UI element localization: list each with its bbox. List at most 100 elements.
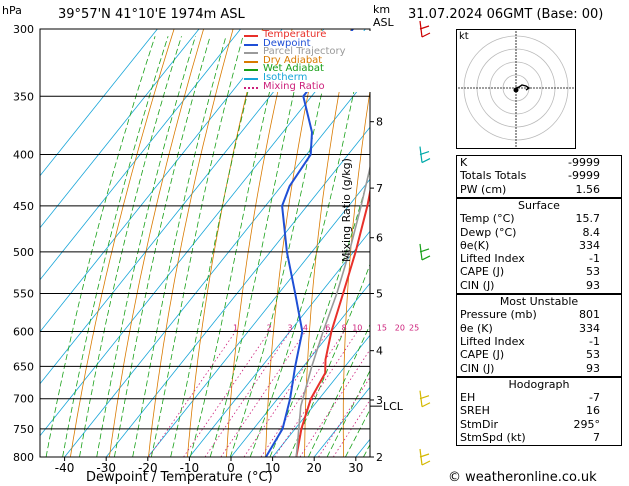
wind-barb-flag <box>419 150 430 156</box>
wet-adiabat-line <box>288 263 370 457</box>
isotherm-line <box>40 29 158 177</box>
panel-row-value: 1.56 <box>575 182 601 196</box>
panel-row-value: 8.4 <box>582 225 601 239</box>
wet-adiabat-line <box>209 36 307 457</box>
mixing-ratio-line <box>260 331 345 457</box>
panel-row-label: Lifted Index <box>460 334 525 348</box>
mixing-ratio-line <box>318 376 370 457</box>
wind-barb-flag <box>419 248 430 253</box>
panel-row-label: EH <box>460 391 476 405</box>
km-tick-label: 7 <box>376 182 383 195</box>
mixing-ratio-line <box>243 331 329 457</box>
mixing-ratio-line <box>299 348 370 457</box>
km-tick-label: 6 <box>376 232 383 245</box>
legend-item: Wet Adiabat <box>243 63 371 75</box>
wet-adiabat-line <box>132 36 227 457</box>
temperature-tick-label: 10 <box>265 461 280 475</box>
legend-swatch <box>244 86 258 89</box>
legend: Temperature Dewpoint Parcel Trajectory Dry … <box>243 29 371 92</box>
panel-row: Temp (°C) 15.7 <box>456 212 622 226</box>
legend-item: Dry Adiabat <box>243 54 371 66</box>
panel-row: CIN (J) 93 <box>456 279 622 293</box>
panel-row-value: 334 <box>579 238 600 252</box>
km-tick-label: 2 <box>376 451 383 464</box>
wet-adiabat-line <box>189 36 284 457</box>
wet-adiabat-line <box>249 36 366 457</box>
mixing-ratio-label: 6 <box>325 323 330 332</box>
mixing-ratio-line <box>183 331 270 457</box>
panel-row-value: -9999 <box>568 169 600 183</box>
panel-row: CAPE (J) 53 <box>456 348 622 362</box>
panel-row: θe (K) 334 <box>456 322 622 336</box>
panel-row-label: θe (K) <box>460 321 493 335</box>
legend-item: Mixing Ratio <box>243 80 371 92</box>
legend-label: Parcel Trajectory <box>263 46 346 58</box>
panel-box <box>456 155 622 198</box>
mixing-ratio-label: 10 <box>352 323 362 332</box>
panel-row: Totals Totals -9999 <box>456 169 622 183</box>
panel-row: StmDir 295° <box>456 418 622 432</box>
dry-adiabat-line <box>70 29 175 457</box>
isotherm-line <box>64 74 370 457</box>
panel-row-label: CIN (J) <box>460 361 495 375</box>
panel-row-value: -7 <box>589 391 600 405</box>
panel-row-label: Dewp (°C) <box>460 225 517 239</box>
panel-row: EH -7 <box>456 391 622 405</box>
wind-barb-flag <box>421 402 431 408</box>
temperature-tick-label: 0 <box>227 461 235 475</box>
location-title: 39°57'N 41°10'E 1974m ASL <box>58 7 245 22</box>
isotherm-line <box>40 29 325 385</box>
km-tick-label: 8 <box>376 116 383 129</box>
dry-adiabat-line <box>381 29 410 457</box>
panel-row-label: SREH <box>460 404 490 418</box>
storm-motion-marker <box>513 87 519 93</box>
x-axis-label: Dewpoint / Temperature (°C) <box>86 470 273 485</box>
mixing-ratio-axis-label: Mixing Ratio (g/kg) <box>340 158 354 262</box>
temperature-tick-label: -30 <box>96 461 116 475</box>
hodograph <box>456 29 576 149</box>
pressure-tick-label: 500 <box>13 246 34 259</box>
wet-adiabat-line <box>62 36 169 457</box>
panel-row-value: -1 <box>589 334 600 348</box>
km-tick-label: 5 <box>376 287 383 300</box>
panel-box <box>456 294 622 377</box>
isotherm-line <box>189 230 370 457</box>
panel-row: CIN (J) 93 <box>456 362 622 376</box>
legend-label: Dewpoint <box>263 37 311 49</box>
wind-barb-flag <box>421 460 431 466</box>
wet-adiabat-line <box>170 36 263 457</box>
dewpoint-line <box>265 29 354 457</box>
pressure-tick-label: 600 <box>13 325 34 338</box>
panel-section-title: Surface <box>518 198 560 212</box>
temperature-line <box>295 187 370 457</box>
mixing-ratio-label: 25 <box>409 323 419 332</box>
wet-adiabat-line <box>151 36 244 457</box>
wind-barb-flag <box>421 255 431 261</box>
panel-row: Pressure (mb) 801 <box>456 308 622 322</box>
wet-adiabat-line <box>79 36 182 457</box>
datetime-title: 31.07.2024 06GMT (Base: 00) <box>408 7 604 22</box>
mixing-ratio-label: 8 <box>342 323 347 332</box>
panel-row-value: 295° <box>573 417 601 431</box>
panel-row-value: 53 <box>586 348 600 362</box>
isotherm-line <box>40 29 241 281</box>
legend-label: Temperature <box>263 29 327 40</box>
panel-row-label: StmDir <box>460 417 499 431</box>
mixing-ratio-line <box>332 399 370 457</box>
isotherm-line <box>105 126 370 457</box>
panel-row-value: -9999 <box>568 156 600 169</box>
panel-row-label: StmSpd (kt) <box>460 431 526 444</box>
legend-label: Mixing Ratio <box>263 80 325 92</box>
panel-row: θe(K) 334 <box>456 239 622 253</box>
legend-label: Dry Adiabat <box>263 54 323 66</box>
panel-row: PW (cm) 1.56 <box>456 183 622 197</box>
dry-adiabat-line <box>148 29 234 457</box>
pressure-tick-label: 350 <box>13 90 34 103</box>
lcl-label: LCL <box>383 400 404 413</box>
panel-row-label: PW (cm) <box>460 182 507 196</box>
legend-label: Wet Adiabat <box>263 63 324 75</box>
height-ref-label: ASL <box>373 16 394 29</box>
panel-row-value: 801 <box>579 308 600 322</box>
panel-row-value: -1 <box>589 252 600 266</box>
hodograph-unit-label: kt <box>459 31 469 42</box>
